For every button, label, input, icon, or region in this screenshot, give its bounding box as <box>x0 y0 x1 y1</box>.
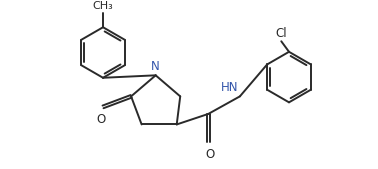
Text: O: O <box>205 148 215 161</box>
Text: Cl: Cl <box>276 27 287 40</box>
Text: N: N <box>151 60 160 73</box>
Text: CH₃: CH₃ <box>93 1 113 11</box>
Text: HN: HN <box>221 81 238 94</box>
Text: O: O <box>97 113 106 126</box>
